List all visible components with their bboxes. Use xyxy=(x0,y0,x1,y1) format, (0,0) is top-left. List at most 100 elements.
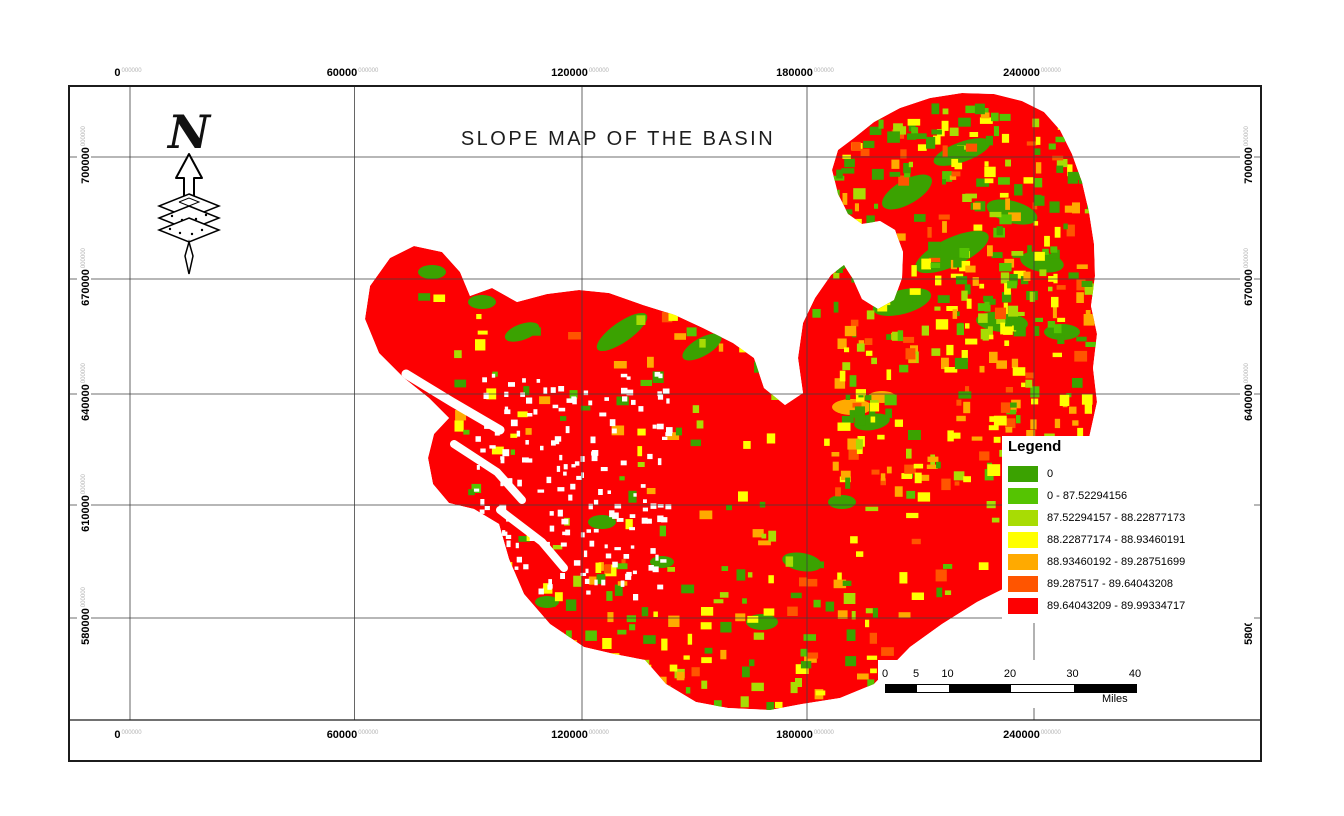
axis-label-value: 700000 xyxy=(80,147,92,184)
axis-label-suffix: 000000 xyxy=(81,363,87,384)
axis-label-value: 0 xyxy=(114,729,121,741)
scale-bar-tick-label: 0 xyxy=(881,668,889,680)
north-arrow-layer-detail xyxy=(178,197,201,207)
x-axis-label-bottom: 120000000000 xyxy=(535,726,625,741)
scale-bar-segment xyxy=(886,685,917,692)
slope-class-patch xyxy=(418,265,446,279)
legend-item: 88.93460192 - 89.28751699 xyxy=(1008,551,1254,573)
slope-class-patch xyxy=(596,312,648,352)
x-axis-label-bottom: 0000000 xyxy=(83,726,173,741)
axis-label-value: 670000 xyxy=(80,269,92,306)
scale-bar-graphic xyxy=(885,684,1137,693)
legend-title: Legend xyxy=(1008,438,1062,455)
x-axis-label-top: 0000000 xyxy=(83,64,173,79)
axis-label-suffix: 000000 xyxy=(1244,126,1250,147)
legend: Legend 0 0 - 87.52294156 87.52294157 - 88.… xyxy=(1002,436,1254,623)
y-axis-label-left: 700000000000 xyxy=(77,110,92,200)
legend-swatch xyxy=(1008,576,1038,592)
slope-class-patch xyxy=(468,295,496,309)
scale-bar-segment xyxy=(948,685,1011,692)
legend-item-label: 89.287517 - 89.64043208 xyxy=(1047,578,1174,590)
legend-item: 88.22877174 - 88.93460191 xyxy=(1008,529,1254,551)
legend-swatch xyxy=(1008,532,1038,548)
legend-swatch xyxy=(1008,466,1038,482)
axis-label-value: 700000 xyxy=(1243,147,1255,184)
texture-dot xyxy=(178,231,182,235)
axis-label-value: 580000 xyxy=(80,608,92,645)
legend-item-label: 0 xyxy=(1047,468,1054,480)
map-frame xyxy=(68,85,1262,762)
axis-label-suffix: 000000 xyxy=(358,68,379,74)
river-channel xyxy=(450,440,526,504)
axis-label-suffix: 000000 xyxy=(588,68,609,74)
x-axis-label-top: 240000000000 xyxy=(987,64,1077,79)
y-axis-label-right: 670000000000 xyxy=(1240,232,1255,322)
x-axis-label-top: 120000000000 xyxy=(535,64,625,79)
legend-item: 0 xyxy=(1008,463,1254,485)
axis-label-suffix: 000000 xyxy=(81,474,87,495)
map-title: SLOPE MAP OF THE BASIN xyxy=(460,128,776,150)
scale-bar-segment xyxy=(1073,685,1136,692)
basin-shape xyxy=(365,93,1097,710)
x-axis-label-top: 180000000000 xyxy=(760,64,850,79)
slope-class-patch xyxy=(1044,324,1080,340)
legend-swatch xyxy=(1008,554,1038,570)
scale-bar-tick-label: 40 xyxy=(1128,668,1142,680)
scale-bar-tick-label: 10 xyxy=(941,668,954,680)
axis-label-suffix: 000000 xyxy=(121,68,142,74)
slope-class-patch xyxy=(915,230,989,274)
axis-label-value: 640000 xyxy=(80,384,92,421)
axis-label-suffix: 000000 xyxy=(81,248,87,269)
legend-item: 0 - 87.52294156 xyxy=(1008,485,1254,507)
axis-label-suffix: 000000 xyxy=(1244,363,1250,384)
north-arrow-icon: N xyxy=(146,102,232,283)
north-arrow-graphic: N xyxy=(156,105,222,275)
scale-bar-unit: Miles xyxy=(1102,693,1128,705)
basin-raster-map xyxy=(70,87,1260,721)
axis-label-value: 60000 xyxy=(326,729,358,741)
x-axis-label-bottom: 240000000000 xyxy=(987,726,1077,741)
legend-item: 89.287517 - 89.64043208 xyxy=(1008,573,1254,595)
axis-label-suffix: 000000 xyxy=(121,730,142,736)
legend-item-label: 0 - 87.52294156 xyxy=(1047,490,1128,502)
legend-items: 0 0 - 87.52294156 87.52294157 - 88.2287717… xyxy=(1008,463,1254,617)
axis-label-suffix: 000000 xyxy=(588,730,609,736)
slope-class-patch xyxy=(828,495,856,509)
x-axis-label-bottom: 180000000000 xyxy=(760,726,850,741)
legend-item-label: 88.22877174 - 88.93460191 xyxy=(1047,534,1186,546)
axis-label-value: 240000 xyxy=(1003,67,1040,79)
slope-class-patch xyxy=(882,174,932,210)
texture-dot xyxy=(200,228,204,232)
axis-label-value: 180000 xyxy=(776,67,813,79)
legend-item: 89.64043209 - 89.99334717 xyxy=(1008,595,1254,617)
y-axis-label-right: 640000000000 xyxy=(1240,347,1255,437)
y-axis-label-left: 670000000000 xyxy=(77,232,92,322)
axis-label-value: 240000 xyxy=(1003,729,1040,741)
scale-bar-tick-label: 30 xyxy=(1066,668,1079,680)
legend-item-label: 89.64043209 - 89.99334717 xyxy=(1047,600,1186,612)
north-arrow-tail xyxy=(184,239,194,275)
x-axis-label-top: 60000000000 xyxy=(307,64,398,79)
texture-dot xyxy=(190,232,194,236)
axis-label-suffix: 000000 xyxy=(81,587,87,608)
legend-item-label: 87.52294157 - 88.22877173 xyxy=(1047,512,1186,524)
texture-dot xyxy=(204,213,208,217)
axis-label-value: 120000 xyxy=(551,67,588,79)
axis-label-value: 670000 xyxy=(1243,269,1255,306)
axis-label-value: 0 xyxy=(114,67,121,79)
axis-label-suffix: 000000 xyxy=(813,68,834,74)
river-channel xyxy=(401,369,505,435)
legend-item-label: 88.93460192 - 89.28751699 xyxy=(1047,556,1186,568)
y-axis-label-left: 580000000000 xyxy=(77,571,92,661)
legend-swatch xyxy=(1008,510,1038,526)
axis-label-suffix: 000000 xyxy=(81,126,87,147)
axis-label-suffix: 000000 xyxy=(1040,730,1061,736)
scale-bar-tick-label: 20 xyxy=(1003,668,1017,680)
axis-label-value: 60000 xyxy=(326,67,358,79)
slope-class-patch xyxy=(588,515,616,529)
axis-label-suffix: 000000 xyxy=(813,730,834,736)
texture-dot xyxy=(170,214,174,218)
legend-swatch xyxy=(1008,488,1038,504)
axis-label-suffix: 000000 xyxy=(358,730,379,736)
